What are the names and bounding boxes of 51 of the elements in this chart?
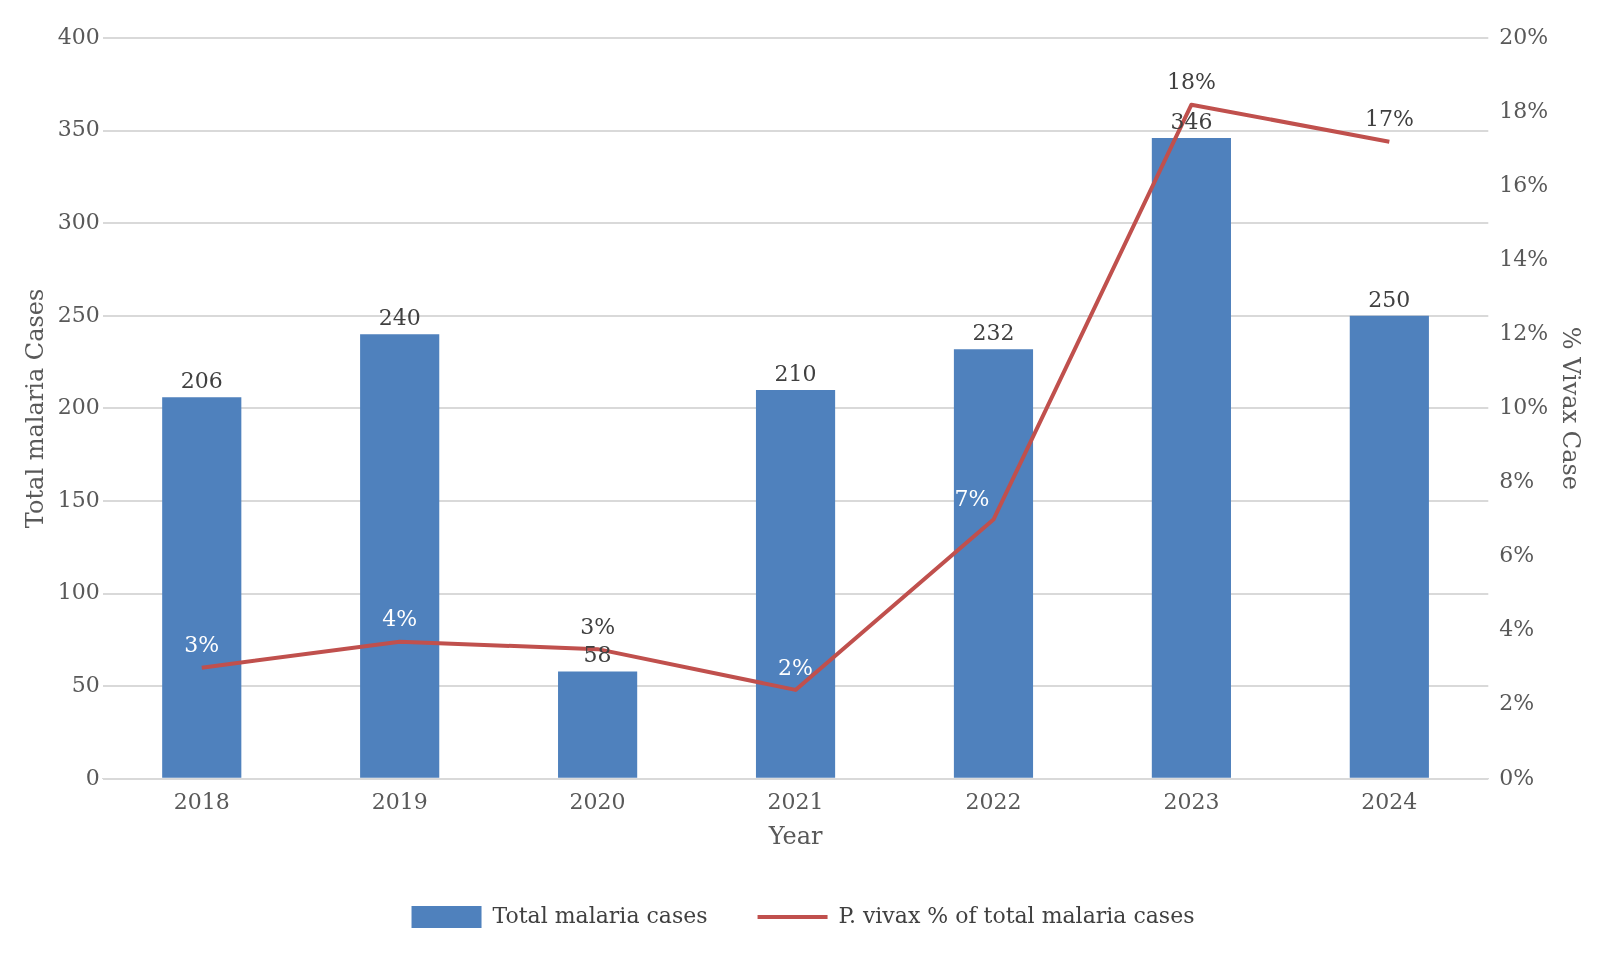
data-label: 7% (954, 486, 990, 512)
y2-axis-title: % Vivax Case (1557, 326, 1586, 491)
data-label: 17% (1364, 106, 1414, 132)
y-tick-label: 400 (57, 23, 100, 49)
data-label: 210 (774, 360, 817, 386)
legend-label: Total malaria cases (492, 902, 708, 928)
data-label: 18% (1166, 69, 1216, 95)
y2-tick-label: 10% (1499, 394, 1549, 420)
x-tick-label: 2018 (173, 788, 230, 814)
data-label: 3% (580, 613, 616, 639)
y2-tick-label: 12% (1499, 320, 1549, 346)
y-tick-label: 50 (71, 671, 100, 697)
y2-tick-label: 16% (1499, 171, 1549, 197)
data-label: 2% (778, 654, 813, 680)
bar (953, 349, 1034, 778)
bar (162, 397, 242, 778)
x-tick-label: 2023 (1163, 788, 1220, 814)
y2-tick-label: 14% (1499, 245, 1549, 271)
bar (755, 389, 836, 778)
y-tick-label: 100 (57, 579, 100, 605)
y2-tick-label: 20% (1499, 23, 1549, 49)
y-tick-label: 300 (57, 208, 100, 234)
y2-tick-label: 8% (1499, 468, 1535, 494)
y2-tick-label: 6% (1499, 542, 1535, 568)
y2-tick-label: 2% (1499, 690, 1535, 716)
x-tick-label: 2022 (965, 788, 1022, 814)
data-label: 4% (382, 606, 418, 632)
y-tick-label: 0 (85, 764, 100, 790)
legend-label: P. vivax % of total malaria cases (838, 902, 1195, 928)
data-label: 240 (378, 305, 421, 331)
data-label: 206 (180, 368, 223, 394)
y2-tick-label: 0% (1499, 764, 1535, 790)
y-tick-label: 150 (57, 486, 100, 512)
bar (360, 334, 440, 778)
data-label: 232 (972, 319, 1015, 345)
y-axis-title: Total malaria Cases (20, 288, 49, 529)
data-label: 250 (1368, 286, 1411, 312)
y-tick-label: 200 (57, 394, 100, 420)
y-tick-label: 250 (57, 301, 100, 327)
y2-tick-label: 4% (1499, 616, 1535, 642)
bar (558, 671, 638, 778)
bar (1349, 315, 1429, 778)
x-axis-title: Year (767, 821, 823, 850)
y-tick-label: 350 (57, 116, 100, 142)
y2-tick-label: 18% (1499, 97, 1549, 123)
x-tick-label: 2019 (371, 788, 428, 814)
data-label: 3% (184, 632, 220, 658)
x-tick-label: 2020 (569, 788, 626, 814)
x-tick-label: 2021 (767, 788, 824, 814)
x-tick-label: 2024 (1361, 788, 1418, 814)
bar (1151, 138, 1231, 778)
